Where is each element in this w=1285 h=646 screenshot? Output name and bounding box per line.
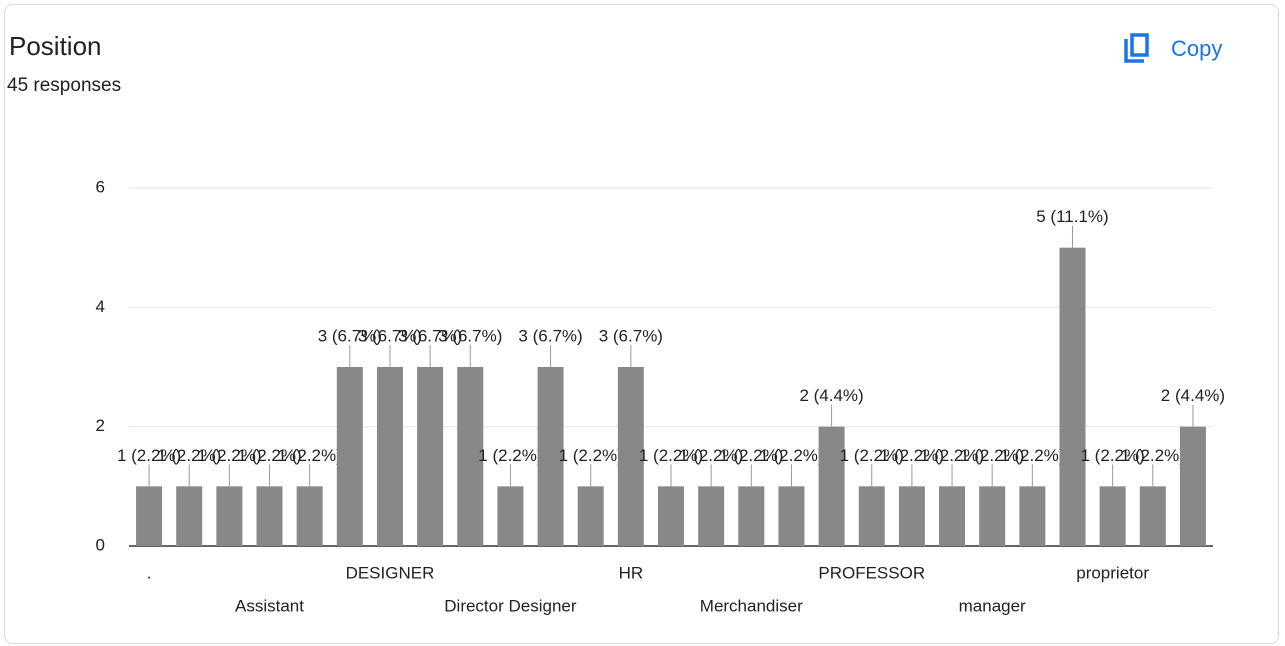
x-tick-label: DESIGNER	[346, 563, 435, 582]
y-tick-label: 4	[96, 297, 105, 316]
value-label: 3 (6.7%)	[438, 326, 502, 345]
bar	[256, 486, 283, 546]
bar	[577, 486, 604, 546]
value-label: 1 (2.2%)	[719, 446, 783, 465]
value-label: 3 (6.7%)	[599, 326, 663, 345]
y-tick-label: 2	[96, 416, 105, 435]
x-tick-label: Director Designer	[444, 596, 577, 615]
bar	[1019, 486, 1046, 546]
bar	[1139, 486, 1166, 546]
value-label: 1 (2.2%)	[960, 446, 1024, 465]
value-label: 1 (2.2%)	[1081, 446, 1145, 465]
x-tick-label: HR	[619, 563, 644, 582]
value-label: 3 (6.7%)	[398, 326, 462, 345]
value-label: 1 (2.2%)	[559, 446, 623, 465]
x-tick-label: proprietor	[1076, 563, 1149, 582]
bar	[497, 486, 524, 546]
bar	[1099, 486, 1126, 546]
value-label: 1 (2.2%)	[117, 446, 181, 465]
value-label: 5 (11.1%)	[1036, 207, 1108, 226]
bar	[537, 367, 564, 546]
y-tick-label: 0	[96, 535, 105, 554]
x-tick-label: manager	[959, 596, 1026, 615]
bar	[738, 486, 765, 546]
bar	[858, 486, 885, 546]
bar	[216, 486, 243, 546]
y-tick-label: 6	[96, 177, 105, 196]
copy-button[interactable]: Copy	[1123, 29, 1222, 69]
bar	[979, 486, 1006, 546]
bar	[1059, 247, 1086, 546]
bar	[136, 486, 163, 546]
value-label: 3 (6.7%)	[318, 326, 382, 345]
value-label: 1 (2.2%)	[237, 446, 301, 465]
bar	[296, 486, 323, 546]
value-label: 1 (2.2%)	[278, 446, 342, 465]
bar	[176, 486, 203, 546]
copy-label[interactable]: Copy	[1171, 36, 1223, 61]
value-label: 1 (2.2%)	[1000, 446, 1064, 465]
bar	[939, 486, 966, 546]
response-count: 45 responses	[7, 75, 122, 96]
value-label: 3 (6.7%)	[358, 326, 422, 345]
x-tick-label: PROFESSOR	[818, 563, 925, 582]
bar	[457, 367, 484, 546]
value-label: 1 (2.2%)	[880, 446, 944, 465]
bar	[658, 486, 684, 546]
value-label: 1 (2.2%)	[759, 446, 823, 465]
bar	[336, 367, 363, 546]
copy-icon	[1124, 33, 1149, 63]
bar	[417, 367, 444, 546]
value-label: 1 (2.2%)	[197, 446, 261, 465]
x-tick-label: Merchandiser	[700, 596, 803, 615]
value-label: 1 (2.2%)	[1121, 446, 1185, 465]
bar	[698, 486, 725, 546]
x-tick-label: .	[147, 563, 152, 582]
bar	[778, 486, 805, 546]
value-label: 1 (2.2%)	[920, 446, 984, 465]
value-label: 2 (4.4%)	[799, 386, 863, 405]
value-label: 1 (2.2%)	[679, 446, 743, 465]
bar	[898, 486, 925, 546]
bar	[1179, 426, 1206, 546]
bar	[617, 367, 644, 546]
value-label: 3 (6.7%)	[518, 326, 582, 345]
bar	[818, 426, 845, 546]
value-label: 1 (2.2%)	[840, 446, 904, 465]
value-label: 1 (2.2%)	[157, 446, 221, 465]
value-label: 1 (2.2%)	[639, 446, 703, 465]
bar	[376, 367, 403, 546]
value-label: 2 (4.4%)	[1161, 386, 1225, 405]
value-label: 1 (2.2%)	[478, 446, 542, 465]
question-title: Position	[9, 31, 102, 61]
card: Position 45 responses Copy 0 2 4 6. 1 (2.2%)…	[4, 4, 1279, 644]
x-tick-label: Assistant	[235, 596, 304, 615]
